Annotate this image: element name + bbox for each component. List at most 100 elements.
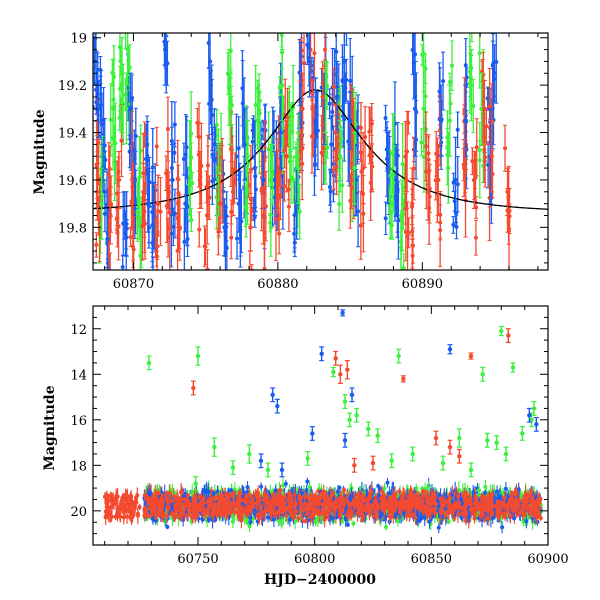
top-blue-point-38 (492, 44, 498, 103)
top-green-point-10 (268, 143, 274, 217)
bottom-red-point-1 (333, 350, 339, 366)
top-blue-point-6 (132, 150, 138, 209)
top-green-point-4 (136, 167, 142, 240)
bottom-y-tick-label-0: 12 (70, 323, 87, 338)
bottom-red-point-7 (433, 430, 439, 446)
top-blue-point-31 (385, 131, 391, 205)
top-blue-point-26 (328, 115, 334, 174)
bottom-red-point-5 (370, 455, 376, 471)
bottom-green-point-26 (519, 426, 525, 441)
top-red-point-28 (471, 150, 477, 209)
top-blue-point-32 (393, 143, 399, 217)
top-green-point-1 (110, 72, 116, 145)
top-green-point-15 (337, 120, 343, 193)
top-blue-point-29 (347, 91, 353, 150)
bottom-blue-point-0 (258, 453, 264, 469)
bottom-green-point-23 (498, 325, 504, 337)
top-red-point-2 (116, 150, 122, 209)
bottom-y-tick-label-1: 14 (70, 368, 87, 383)
top-green-point-20 (447, 84, 453, 157)
bottom-blue-point-8 (349, 387, 355, 403)
top-green-point-19 (421, 65, 427, 153)
top-blue-point-28 (341, 33, 347, 98)
bottom-blue-point-5 (319, 346, 325, 362)
bottom-green-point-8 (330, 366, 336, 378)
top-blue-point-8 (151, 181, 157, 250)
top-blue-point-10 (169, 143, 175, 217)
top-red-point-5 (155, 174, 161, 233)
bottom-green-point-19 (468, 462, 474, 478)
bottom-blue-point-11 (533, 416, 539, 432)
top-blue-point-36 (463, 84, 469, 157)
bottom-green-point-9 (342, 394, 348, 410)
top-panel: 60870 60880 60890 19 19.2 19.4 19.6 19.8 (58, 32, 549, 292)
top-plot-area (93, 33, 548, 270)
bottom-green-point-21 (484, 432, 490, 448)
bottom-green-point-7 (305, 451, 311, 466)
top-red-point-13 (260, 186, 266, 245)
top-blue-point-15 (236, 174, 242, 233)
top-red-point-22 (369, 120, 375, 193)
bottom-panel: 60750 60800 60850 60900 12 14 16 18 20 (70, 305, 569, 567)
bottom-green-point-2 (193, 476, 199, 491)
top-red-point-23 (403, 150, 409, 209)
top-red-point-12 (247, 203, 253, 252)
top-red-point-3 (129, 179, 135, 228)
bottom-red-point-8 (447, 439, 453, 455)
bottom-green-point-24 (503, 446, 509, 462)
bottom-green-point-1 (195, 346, 201, 366)
bottom-frame (92, 305, 549, 546)
bottom-dense-band (102, 477, 543, 534)
bottom-x-tick-label-3: 60900 (527, 552, 568, 567)
bottom-y-axis-label: Magnitude (42, 385, 58, 470)
top-red-point-26 (435, 143, 441, 217)
bottom-blue-point-9 (447, 344, 453, 355)
top-frame (92, 32, 549, 271)
top-blue-point-23 (307, 33, 313, 98)
bottom-red-point-0 (190, 380, 196, 396)
top-red-point-15 (284, 120, 290, 193)
bottom-green-point-16 (410, 446, 416, 462)
bottom-green-point-12 (365, 421, 371, 437)
bottom-green-point-0 (146, 355, 152, 371)
bottom-blue-point-2 (274, 398, 280, 414)
top-green-point-13 (295, 131, 301, 205)
bottom-blue-point-1 (270, 387, 276, 403)
bottom-green-point-18 (456, 428, 462, 448)
bottom-green-point-17 (440, 455, 446, 471)
top-green-point-21 (468, 48, 474, 122)
top-red-point-30 (489, 120, 495, 193)
top-y-axis-label: Magnitude (32, 109, 48, 194)
top-green-point-18 (399, 179, 405, 252)
top-green-point-3 (125, 33, 131, 86)
top-blue-point-34 (438, 84, 444, 157)
top-red-point-31 (505, 167, 511, 217)
bottom-green-point-22 (494, 435, 500, 450)
top-y-tick-label-3: 19.6 (58, 174, 87, 189)
top-blue-point-14 (221, 198, 227, 257)
top-blue-point-5 (128, 72, 134, 145)
top-red-point-14 (275, 150, 281, 209)
top-y-tick-label-1: 19.2 (58, 79, 87, 94)
top-x-tick-label-1: 60880 (257, 277, 298, 292)
top-green-point-2 (119, 37, 125, 134)
bottom-blue-point-10 (526, 407, 532, 423)
bottom-red-point-9 (456, 448, 462, 464)
bottom-blue-point-7 (342, 432, 348, 448)
top-red-point-6 (165, 150, 171, 209)
top-green-point-9 (255, 91, 261, 150)
top-blue-point-4 (122, 191, 128, 240)
top-red-point-24 (409, 167, 415, 240)
top-blue-point-33 (412, 60, 418, 157)
top-red-point-16 (299, 72, 305, 145)
top-green-point-17 (389, 167, 395, 240)
top-red-point-11 (230, 167, 236, 217)
top-red-point-29 (481, 79, 487, 138)
top-red-point-27 (461, 139, 467, 198)
bottom-y-tick-label-4: 20 (70, 505, 87, 520)
bottom-x-tick-label-1: 60800 (294, 552, 335, 567)
bottom-y-tick-label-2: 16 (70, 414, 87, 429)
bottom-blue-point-3 (279, 462, 285, 478)
bottom-x-axis-label: HJD−2400000 (264, 572, 376, 588)
